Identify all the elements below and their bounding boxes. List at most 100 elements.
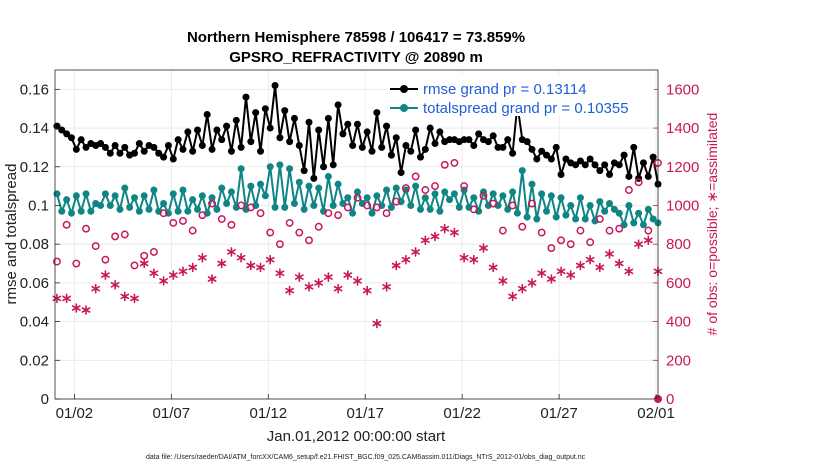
possible-point [159, 209, 168, 218]
assimilated-point [391, 260, 401, 271]
rmse-point [111, 141, 119, 149]
possible-point [256, 209, 265, 218]
rmse-point [290, 114, 298, 122]
possible-point [586, 238, 595, 247]
rmse-point [606, 171, 614, 179]
assimilated-point [294, 272, 304, 282]
rmse-point [344, 120, 352, 128]
rmse-point [155, 149, 163, 157]
rmse-point [106, 149, 114, 157]
totalspread-point [82, 190, 90, 198]
rmse-point [266, 124, 274, 132]
rmse-point [397, 169, 405, 177]
rmse-point [77, 136, 85, 144]
rmse-point [174, 136, 182, 144]
assimilated-point [333, 283, 343, 294]
assimilated-point [449, 227, 459, 238]
possible-point [634, 178, 643, 187]
rmse-point [620, 151, 628, 159]
rmse-point [416, 153, 424, 161]
possible-point [595, 215, 604, 223]
totalspread-point [271, 203, 279, 211]
assimilated-point [197, 252, 207, 263]
totalspread-point [412, 182, 420, 190]
rmse-point [121, 143, 129, 151]
rmse-point [596, 167, 604, 175]
y2-axis-label: # of obs: o=possible; ∗=assimilated [704, 113, 720, 336]
rmse-point [63, 130, 71, 138]
rmse-point [339, 130, 347, 138]
rmse-point [538, 147, 546, 155]
totalspread-point [436, 207, 444, 215]
assimilated-point [159, 276, 169, 286]
possible-point [305, 236, 313, 245]
totalspread-point [286, 165, 294, 173]
rmse-point [528, 145, 536, 153]
totalspread-point [528, 180, 536, 188]
assimilated-point [595, 262, 605, 273]
rmse-point [140, 147, 148, 155]
x-tick-label: 01/12 [250, 405, 288, 422]
totalspread-point [543, 207, 551, 215]
rmse-point [203, 111, 211, 119]
assimilated-point [178, 266, 188, 277]
assimilated-point [236, 252, 246, 263]
rmse-point [116, 149, 124, 157]
totalspread-point [635, 209, 643, 217]
totalspread-point [130, 194, 138, 202]
rmse-point [184, 128, 192, 136]
totalspread-point [223, 200, 231, 208]
assimilated-point [556, 266, 566, 277]
rmse-point [276, 134, 284, 142]
assimilated-point [372, 318, 382, 329]
totalspread-point [513, 209, 521, 217]
rmse-point [644, 172, 652, 180]
rmse-point [630, 143, 638, 151]
totalspread-point [353, 188, 361, 196]
rmse-point [504, 136, 512, 144]
x-tick-label: 01/02 [56, 405, 94, 422]
plot-frame [54, 69, 659, 400]
totalspread-point [455, 203, 463, 211]
totalspread-point [257, 180, 265, 188]
rmse-point [329, 161, 337, 169]
possible-point [208, 199, 217, 208]
legend-box [388, 74, 654, 116]
possible-point [237, 201, 246, 210]
assimilated-point [488, 262, 498, 273]
totalspread-point [276, 161, 284, 169]
assimilated-point [168, 270, 178, 280]
totalspread-point [237, 165, 245, 173]
totalspread-point [392, 184, 400, 192]
assimilated-point [585, 254, 595, 265]
totalspread-point [421, 194, 429, 202]
assimilated-point [605, 249, 614, 259]
totalspread-point [538, 190, 546, 198]
y2-tick-label: 1000 [666, 197, 699, 214]
assimilated-point [314, 278, 324, 288]
rmse-point [223, 122, 231, 130]
possible-point [508, 201, 517, 210]
possible-point [334, 211, 343, 220]
rmse-point [402, 141, 410, 149]
assimilated-point [498, 276, 508, 286]
assimilated-point [508, 291, 517, 302]
y2-tick-label: 800 [666, 236, 691, 253]
rmse-point [194, 126, 202, 134]
rmse-point [252, 109, 260, 117]
assimilated-point [149, 268, 159, 279]
rmse-point [639, 159, 647, 167]
totalspread-point [610, 205, 618, 213]
possible-point [314, 222, 323, 231]
possible-point [440, 160, 449, 169]
rmse-point [543, 151, 551, 159]
totalspread-point [329, 201, 337, 209]
y-tick-label: 0.02 [20, 352, 49, 369]
totalspread-point [261, 192, 269, 200]
totalspread-point [266, 163, 274, 171]
possible-point [557, 236, 566, 245]
possible-point [266, 228, 275, 237]
assimilated-point [120, 291, 130, 302]
possible-point [576, 226, 585, 235]
